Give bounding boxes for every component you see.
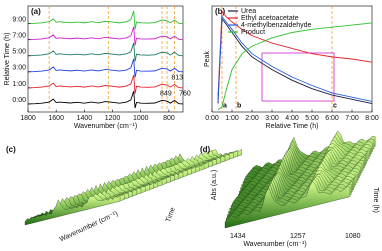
x-tick-label: 8:00 xyxy=(365,115,379,122)
legend-label: Product xyxy=(241,29,265,36)
y-tick-label: 3:00 xyxy=(12,65,26,72)
annotation: c xyxy=(333,102,337,109)
x-axis-label: Wavenumber (cm⁻¹) xyxy=(59,210,119,243)
annotation: 813 xyxy=(171,74,183,81)
annotation: b xyxy=(237,102,241,109)
annotation: a xyxy=(223,102,227,109)
y-axis-label: Time (h) xyxy=(372,187,379,213)
ridge xyxy=(224,181,351,229)
x-tick-label: 1434 xyxy=(230,233,246,240)
x-axis-label: Wavenumber (cm⁻¹) xyxy=(243,241,306,248)
y-tick-label: 1:00 xyxy=(12,81,26,88)
series-line xyxy=(27,74,184,94)
panel-title: (a) xyxy=(31,7,41,16)
x-tick-label: 800 xyxy=(163,115,175,122)
series-line xyxy=(27,10,184,30)
panel-title: (d) xyxy=(200,145,211,154)
waterfall-c xyxy=(24,148,242,226)
x-tick-label: 3:00 xyxy=(265,115,279,122)
series-line xyxy=(27,58,184,78)
series-line xyxy=(27,26,184,46)
x-tick-label: 1600 xyxy=(48,115,64,122)
series-line xyxy=(217,17,373,104)
y-axis-label: Peak xyxy=(204,51,211,67)
annotation: 849 xyxy=(160,90,172,97)
annotation: 760 xyxy=(179,90,191,97)
series-line xyxy=(217,10,373,97)
x-tick-label: 0:00 xyxy=(205,115,219,122)
legend-label: Urea xyxy=(241,8,256,15)
x-tick-label: 2:00 xyxy=(245,115,259,122)
z-axis-label: Abs (a.u.) xyxy=(211,170,218,200)
panel-title: (b) xyxy=(215,7,226,16)
x-tick-label: 4:00 xyxy=(285,115,299,122)
highlight-box xyxy=(261,52,335,102)
ridge xyxy=(24,195,121,226)
series-line xyxy=(217,15,373,102)
series-line xyxy=(27,42,184,62)
plot-frame xyxy=(27,5,184,113)
legend-label: 4-methylbenzaldehyde xyxy=(241,22,312,29)
x-tick-label: 5:00 xyxy=(305,115,319,122)
series-line xyxy=(27,90,184,109)
waterfall-d xyxy=(224,130,376,229)
y-axis-label: Relative Time (h) xyxy=(4,33,11,86)
y-tick-label: 9:00 xyxy=(12,17,26,24)
x-tick-label: 7:00 xyxy=(345,115,359,122)
x-tick-label: 6:00 xyxy=(325,115,339,122)
y-tick-label: 5:00 xyxy=(12,49,26,56)
x-tick-label: 1400 xyxy=(77,115,93,122)
y-tick-label: 0:00 xyxy=(12,97,26,104)
x-tick-label: 1200 xyxy=(105,115,121,122)
legend-label: Ethyl acetoacetate xyxy=(241,15,299,22)
y-axis-label: Time xyxy=(165,206,177,223)
x-tick-label: 1080 xyxy=(345,233,361,240)
series-line xyxy=(217,22,373,111)
x-axis-label: Relative Time (h) xyxy=(266,123,319,130)
x-tick-label: 1800 xyxy=(20,115,36,122)
x-tick-label: 1257 xyxy=(290,233,306,240)
x-axis-label: Wavenumber (cm⁻¹) xyxy=(74,123,137,130)
y-tick-label: 7:00 xyxy=(12,33,26,40)
x-tick-label: 1000 xyxy=(133,115,149,122)
panel-title: (c) xyxy=(6,145,16,154)
x-tick-label: 1:00 xyxy=(225,115,239,122)
